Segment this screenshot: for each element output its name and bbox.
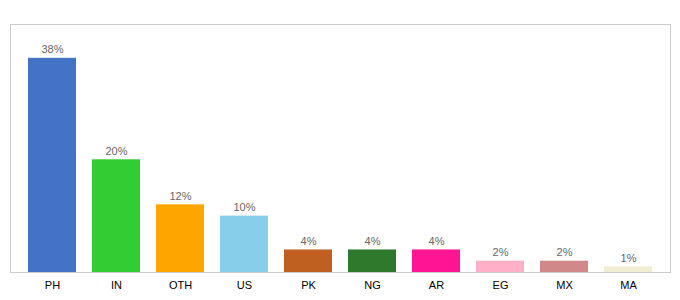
svg-text:PK: PK [301,279,316,291]
svg-text:1%: 1% [621,252,637,264]
svg-text:MA: MA [620,279,637,291]
svg-text:AR: AR [429,279,444,291]
svg-text:PH: PH [45,279,60,291]
svg-text:2%: 2% [493,246,509,258]
svg-text:US: US [237,279,252,291]
svg-text:EG: EG [493,279,509,291]
svg-text:MX: MX [556,279,573,291]
svg-text:38%: 38% [41,43,63,55]
svg-text:12%: 12% [169,190,191,202]
svg-text:OTH: OTH [169,279,192,291]
svg-text:4%: 4% [365,235,381,247]
svg-text:20%: 20% [105,145,127,157]
svg-text:NG: NG [364,279,381,291]
svg-text:IN: IN [111,279,122,291]
svg-text:10%: 10% [233,201,255,213]
svg-text:4%: 4% [429,235,445,247]
svg-text:2%: 2% [557,246,573,258]
svg-text:4%: 4% [301,235,317,247]
